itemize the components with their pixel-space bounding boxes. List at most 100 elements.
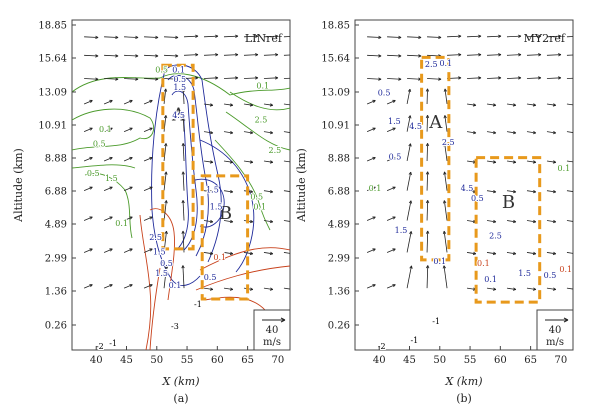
vector-arrowhead [498,34,502,38]
vector-arrowhead [249,219,254,224]
wind-vector [163,88,167,105]
wind-vector [566,77,573,79]
wind-vector [546,77,561,79]
wind-vector [103,157,113,162]
wind-vector [466,103,476,106]
wind-vector [182,115,185,132]
wind-vector [546,35,561,38]
contour-label: 0.1 [256,82,269,91]
region-boxes: AB [161,63,250,301]
vector-arrowhead [129,216,133,220]
wind-vector [84,36,99,38]
contour-label: 0.1 [439,59,452,68]
wind-vector [526,35,541,38]
y-tick-label: 10.91 [321,121,350,132]
wind-vector [467,54,482,56]
wind-vector [123,186,133,192]
wind-vector [486,131,496,134]
wind-vector [263,220,273,223]
wind-vector [386,127,396,133]
wind-vector [506,54,521,56]
wind-vector [123,216,133,221]
wind-vector [526,252,536,255]
contour-label: 2.5 [268,146,281,155]
wind-vector [386,248,396,253]
wind-vector [427,36,442,38]
vector-arrowhead [443,88,447,92]
contour-label: 1.5 [153,247,166,256]
plot-frame [354,19,574,351]
vector-arrowhead [372,156,376,160]
wind-vector [443,231,448,253]
wind-vector [263,77,278,79]
contour-label: 0.1 [169,281,182,290]
x-tick-label: 45 [120,355,133,366]
vector-arrowhead [295,77,298,80]
wind-vector [283,287,290,290]
vector-arrowhead [418,35,422,40]
vector-arrowhead [149,99,153,103]
vector-arrowhead [269,219,274,224]
contour-label: 0.1 [477,259,490,268]
vector-arrowhead [109,127,113,131]
wind-vector [103,127,113,133]
wind-vector [223,287,233,290]
scale-key-box [253,309,291,351]
vector-arrowhead [109,99,113,103]
vector-arrowhead [109,156,113,160]
contour-label: 2.5 [489,231,502,240]
scale-key-arrowhead [280,317,286,323]
vector-arrowhead [498,53,502,57]
contour-label: 4.5 [172,111,185,120]
wind-vector [143,186,153,192]
wind-vector [203,103,213,106]
wind-vector [203,131,213,134]
vector-arrowhead [443,200,447,204]
wind-vector [546,252,556,255]
vector-arrowhead [408,200,413,204]
vector-arrowhead [425,115,430,119]
wind-vector [124,36,139,38]
wind-vector [467,35,482,38]
wind-vector [143,157,153,162]
vector-arrowhead [89,216,93,220]
vector-arrowhead [378,35,382,40]
contour-line-green [72,108,154,151]
y-tick-label: 0.26 [328,321,350,332]
vector-arrowhead [458,34,462,38]
wind-vector [143,216,153,221]
vector-arrowhead [129,99,133,103]
panel-sublabel: (b) [456,392,472,405]
vector-arrowhead [518,76,522,80]
wind-vector [223,252,233,255]
vector-arrowhead [181,265,185,269]
y-tick-label: 10.91 [38,121,67,132]
vector-arrowhead [512,103,517,107]
wind-vector [243,103,253,106]
wind-vector [243,160,253,163]
vector-arrowhead [269,103,274,107]
vector-arrowhead [135,54,139,58]
vector-arrowhead [181,115,185,119]
wind-vector [163,143,167,162]
contour-label: 0.5 [160,259,173,268]
vector-arrowhead [372,99,376,103]
wind-vector [123,100,133,105]
wind-vector [144,54,159,57]
vector-arrowhead [532,251,537,256]
scale-key-box [536,309,574,351]
wind-vector [123,127,133,133]
wind-vector [184,35,199,38]
x-tick-label: 70 [272,355,285,366]
contour-line-blue [199,139,255,273]
vector-arrowhead [532,189,537,194]
vector-arrowhead [129,248,133,252]
wind-vector [387,54,402,57]
vector-arrowhead [164,265,169,269]
contour-line-green [72,73,290,96]
vector-arrowhead [408,115,412,119]
wind-vector [447,54,462,56]
wind-vector [486,103,496,106]
region-box [200,174,250,301]
wind-vector [406,171,412,191]
